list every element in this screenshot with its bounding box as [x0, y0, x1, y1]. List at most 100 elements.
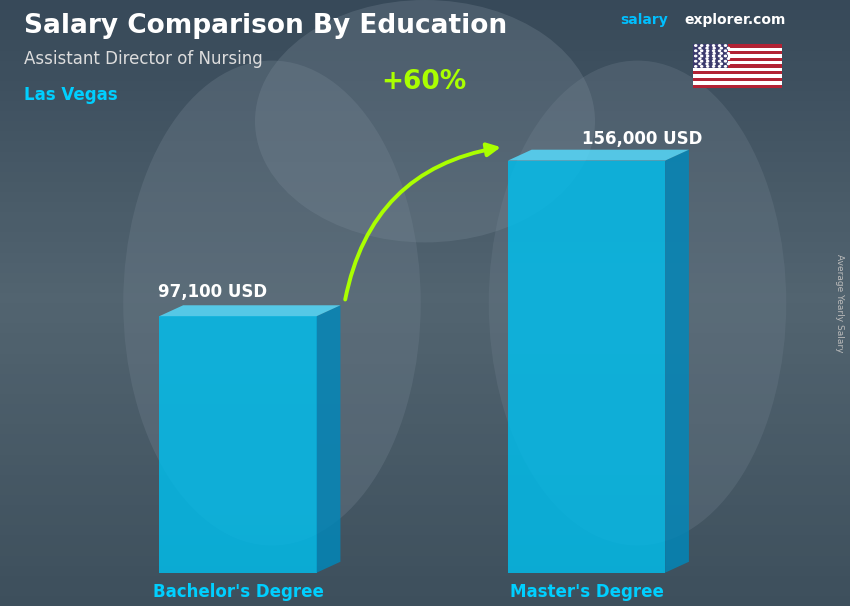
Text: Assistant Director of Nursing: Assistant Director of Nursing [24, 50, 263, 68]
Bar [0, 182, 850, 192]
Bar [0, 71, 850, 81]
Circle shape [706, 58, 708, 59]
Circle shape [706, 45, 709, 46]
Circle shape [712, 50, 715, 52]
Bar [0, 152, 850, 162]
Bar [693, 44, 782, 48]
Bar [0, 384, 850, 394]
Circle shape [718, 65, 721, 67]
Bar [0, 545, 850, 556]
Bar [0, 111, 850, 121]
Circle shape [724, 65, 727, 67]
Bar [0, 465, 850, 474]
Circle shape [706, 55, 709, 57]
Bar [0, 262, 850, 273]
Polygon shape [508, 150, 688, 161]
Text: 156,000 USD: 156,000 USD [581, 130, 702, 148]
Bar [0, 132, 850, 141]
Bar [0, 525, 850, 535]
Circle shape [720, 53, 722, 54]
Circle shape [706, 65, 709, 67]
Circle shape [713, 47, 715, 49]
Bar [0, 596, 850, 606]
Circle shape [718, 45, 721, 46]
Circle shape [700, 61, 703, 62]
Bar [0, 10, 850, 20]
Bar [0, 556, 850, 565]
Text: Salary Comparison By Education: Salary Comparison By Education [24, 13, 507, 39]
Circle shape [694, 55, 697, 57]
Circle shape [694, 61, 697, 62]
Bar [0, 0, 850, 10]
Bar [0, 50, 850, 61]
Bar [0, 101, 850, 111]
Circle shape [724, 61, 727, 62]
Circle shape [706, 63, 708, 65]
Text: Bachelor's Degree: Bachelor's Degree [152, 583, 324, 601]
Bar [0, 344, 850, 353]
Text: explorer.com: explorer.com [684, 13, 785, 27]
Bar [0, 454, 850, 465]
Bar [0, 474, 850, 485]
Circle shape [706, 47, 708, 49]
Bar [0, 323, 850, 333]
Bar [0, 424, 850, 435]
Bar [693, 44, 728, 68]
Circle shape [713, 53, 715, 54]
Circle shape [699, 47, 701, 49]
Text: +60%: +60% [382, 69, 467, 95]
Bar [0, 212, 850, 222]
Polygon shape [159, 305, 340, 316]
Circle shape [706, 50, 709, 52]
Bar [0, 283, 850, 293]
Bar [693, 44, 782, 88]
Bar [0, 273, 850, 283]
Bar [0, 141, 850, 152]
Bar [0, 414, 850, 424]
Circle shape [700, 50, 703, 52]
Bar [0, 81, 850, 91]
Circle shape [720, 63, 722, 65]
Polygon shape [508, 161, 665, 573]
Ellipse shape [123, 61, 421, 545]
Bar [0, 171, 850, 182]
Circle shape [724, 55, 727, 57]
Circle shape [718, 55, 721, 57]
Bar [693, 84, 782, 88]
Circle shape [713, 63, 715, 65]
Circle shape [728, 63, 729, 65]
Circle shape [724, 45, 727, 46]
Circle shape [712, 61, 715, 62]
Bar [693, 64, 782, 68]
Bar [0, 303, 850, 313]
Circle shape [700, 55, 703, 57]
Bar [0, 394, 850, 404]
Bar [0, 313, 850, 323]
Text: Average Yearly Salary: Average Yearly Salary [836, 254, 844, 352]
Circle shape [728, 58, 729, 59]
Bar [0, 91, 850, 101]
Circle shape [706, 61, 709, 62]
Bar [0, 444, 850, 454]
Bar [0, 293, 850, 303]
Polygon shape [159, 316, 316, 573]
FancyArrowPatch shape [345, 144, 496, 299]
Circle shape [706, 53, 708, 54]
Circle shape [718, 61, 721, 62]
Bar [0, 253, 850, 262]
Circle shape [728, 47, 729, 49]
Bar [0, 192, 850, 202]
Bar [0, 353, 850, 364]
Bar [0, 20, 850, 30]
Bar [0, 404, 850, 414]
Circle shape [728, 53, 729, 54]
Bar [693, 78, 782, 81]
Bar [693, 51, 782, 55]
Circle shape [712, 55, 715, 57]
Text: salary: salary [620, 13, 668, 27]
Circle shape [713, 58, 715, 59]
Circle shape [699, 58, 701, 59]
Bar [0, 485, 850, 495]
Bar [0, 61, 850, 71]
Bar [693, 71, 782, 75]
